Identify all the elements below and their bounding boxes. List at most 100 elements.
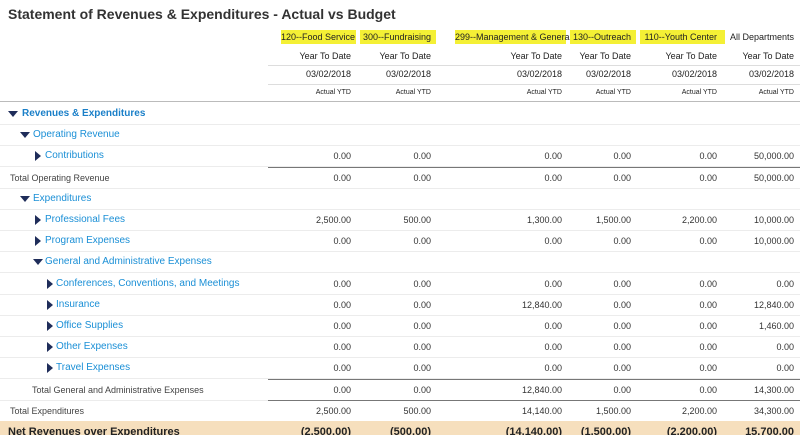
row-divider <box>0 251 800 253</box>
column-date: 03/02/2018 <box>305 69 351 79</box>
cell-value: 0.00 <box>613 172 631 183</box>
cell-value: 2,200.00 <box>681 215 717 225</box>
cell-value: 14,140.00 <box>521 405 562 416</box>
cell-value: 0.00 <box>333 342 351 353</box>
expand-toggle[interactable] <box>45 278 55 289</box>
row-link[interactable]: Program Expenses <box>45 235 131 247</box>
cell-value: 0.00 <box>544 172 562 183</box>
cell-value: 0.00 <box>613 236 631 247</box>
row-divider <box>0 357 800 359</box>
cell-value: 0.00 <box>413 236 431 247</box>
cell-value: 2,200.00 <box>681 405 717 416</box>
cell-value: 0.00 <box>544 363 562 374</box>
cell-value: 0.00 <box>333 363 351 374</box>
collapse-toggle[interactable] <box>8 109 18 119</box>
column-header: 110--Youth Center <box>640 30 725 44</box>
expand-toggle[interactable] <box>33 151 43 162</box>
header-divider <box>0 101 800 102</box>
cell-value: 0.00 <box>776 278 794 289</box>
row-link[interactable]: Conferences, Conventions, and Meetings <box>56 277 240 289</box>
cell-value: 0.00 <box>699 299 717 310</box>
row-link[interactable]: Contributions <box>45 150 104 162</box>
row-link[interactable]: Expenditures <box>33 192 92 204</box>
cell-value: 0.00 <box>613 151 631 162</box>
expand-toggle[interactable] <box>45 299 55 310</box>
column-date: 03/02/2018 <box>671 69 717 79</box>
expand-toggle[interactable] <box>33 236 43 247</box>
column-basis: Actual YTD <box>395 89 431 96</box>
cell-value: 0.00 <box>699 342 717 353</box>
cell-value: 0.00 <box>544 236 562 247</box>
expand-toggle[interactable] <box>33 215 43 225</box>
cell-value: 0.00 <box>613 278 631 289</box>
total-rule <box>268 166 800 168</box>
cell-value: 0.00 <box>699 236 717 247</box>
cell-value: 50,000.00 <box>753 151 794 162</box>
cell-value: 500.00 <box>403 405 431 416</box>
cell-value: 0.00 <box>699 151 717 162</box>
column-header: 299--Management & General <box>455 30 572 44</box>
collapse-toggle[interactable] <box>20 130 30 140</box>
cell-value: 34,300.00 <box>753 405 794 416</box>
cell-value: 0.00 <box>413 363 431 374</box>
cell-value: 0.00 <box>544 278 562 289</box>
cell-value: (2,200.00) <box>666 426 717 435</box>
row-divider <box>0 230 800 231</box>
cell-value: 2,500.00 <box>315 215 351 225</box>
row-link[interactable]: General and Administrative Expenses <box>45 256 212 268</box>
total-rule <box>268 378 800 380</box>
cell-value: 12,840.00 <box>521 384 562 395</box>
collapse-toggle[interactable] <box>33 257 43 267</box>
cell-value: 0.00 <box>699 172 717 183</box>
cell-value: 1,500.00 <box>595 405 631 416</box>
row-label: Net Revenues over Expenditures <box>8 426 180 435</box>
column-period: Year To Date <box>579 51 631 61</box>
collapse-toggle[interactable] <box>20 194 30 204</box>
cell-value: 0.00 <box>333 299 351 310</box>
cell-value: 14,300.00 <box>753 384 794 395</box>
header-divider <box>268 65 800 66</box>
cell-value: 0.00 <box>776 363 794 374</box>
row-link[interactable]: Travel Expenses <box>56 362 131 374</box>
cell-value: 0.00 <box>776 342 794 353</box>
report-title: Statement of Revenues & Expenditures - A… <box>8 6 396 22</box>
row-link[interactable]: Other Expenses <box>56 341 128 353</box>
row-label: Total Operating Revenue <box>10 172 110 183</box>
cell-value: 0.00 <box>699 384 717 395</box>
row-link[interactable]: Office Supplies <box>56 320 124 331</box>
row-link[interactable]: Operating Revenue <box>33 129 120 141</box>
cell-value: 2,500.00 <box>315 405 351 416</box>
row-link[interactable]: Revenues & Expenditures <box>22 108 146 119</box>
cell-value: 0.00 <box>333 321 351 331</box>
cell-value: (2,500.00) <box>300 426 351 435</box>
column-date: 03/02/2018 <box>385 69 431 79</box>
expand-toggle[interactable] <box>45 363 55 374</box>
row-divider <box>0 314 800 316</box>
cell-value: 12,840.00 <box>753 299 794 310</box>
cell-value: 0.00 <box>544 342 562 353</box>
column-basis: Actual YTD <box>595 89 631 96</box>
expand-toggle[interactable] <box>45 342 55 353</box>
row-divider <box>0 336 800 337</box>
expand-toggle[interactable] <box>45 321 55 331</box>
row-link[interactable]: Professional Fees <box>45 214 126 225</box>
row-divider <box>0 293 800 295</box>
column-basis: Actual YTD <box>315 89 351 96</box>
column-basis: Actual YTD <box>681 89 717 96</box>
row-link[interactable]: Insurance <box>56 298 100 310</box>
cell-value: 0.00 <box>544 321 562 331</box>
cell-value: (14,140.00) <box>505 426 562 435</box>
total-rule <box>268 399 800 401</box>
cell-value: 12,840.00 <box>521 299 562 310</box>
cell-value: 500.00 <box>403 215 431 225</box>
cell-value: 0.00 <box>413 299 431 310</box>
cell-value: 0.00 <box>413 151 431 162</box>
column-basis: Actual YTD <box>526 89 562 96</box>
cell-value: 0.00 <box>699 363 717 374</box>
cell-value: 0.00 <box>333 236 351 247</box>
column-header: 300--Fundraising <box>360 30 436 44</box>
cell-value: 0.00 <box>613 384 631 395</box>
net-row-band <box>0 421 800 435</box>
column-header: 130--Outreach <box>570 30 636 44</box>
